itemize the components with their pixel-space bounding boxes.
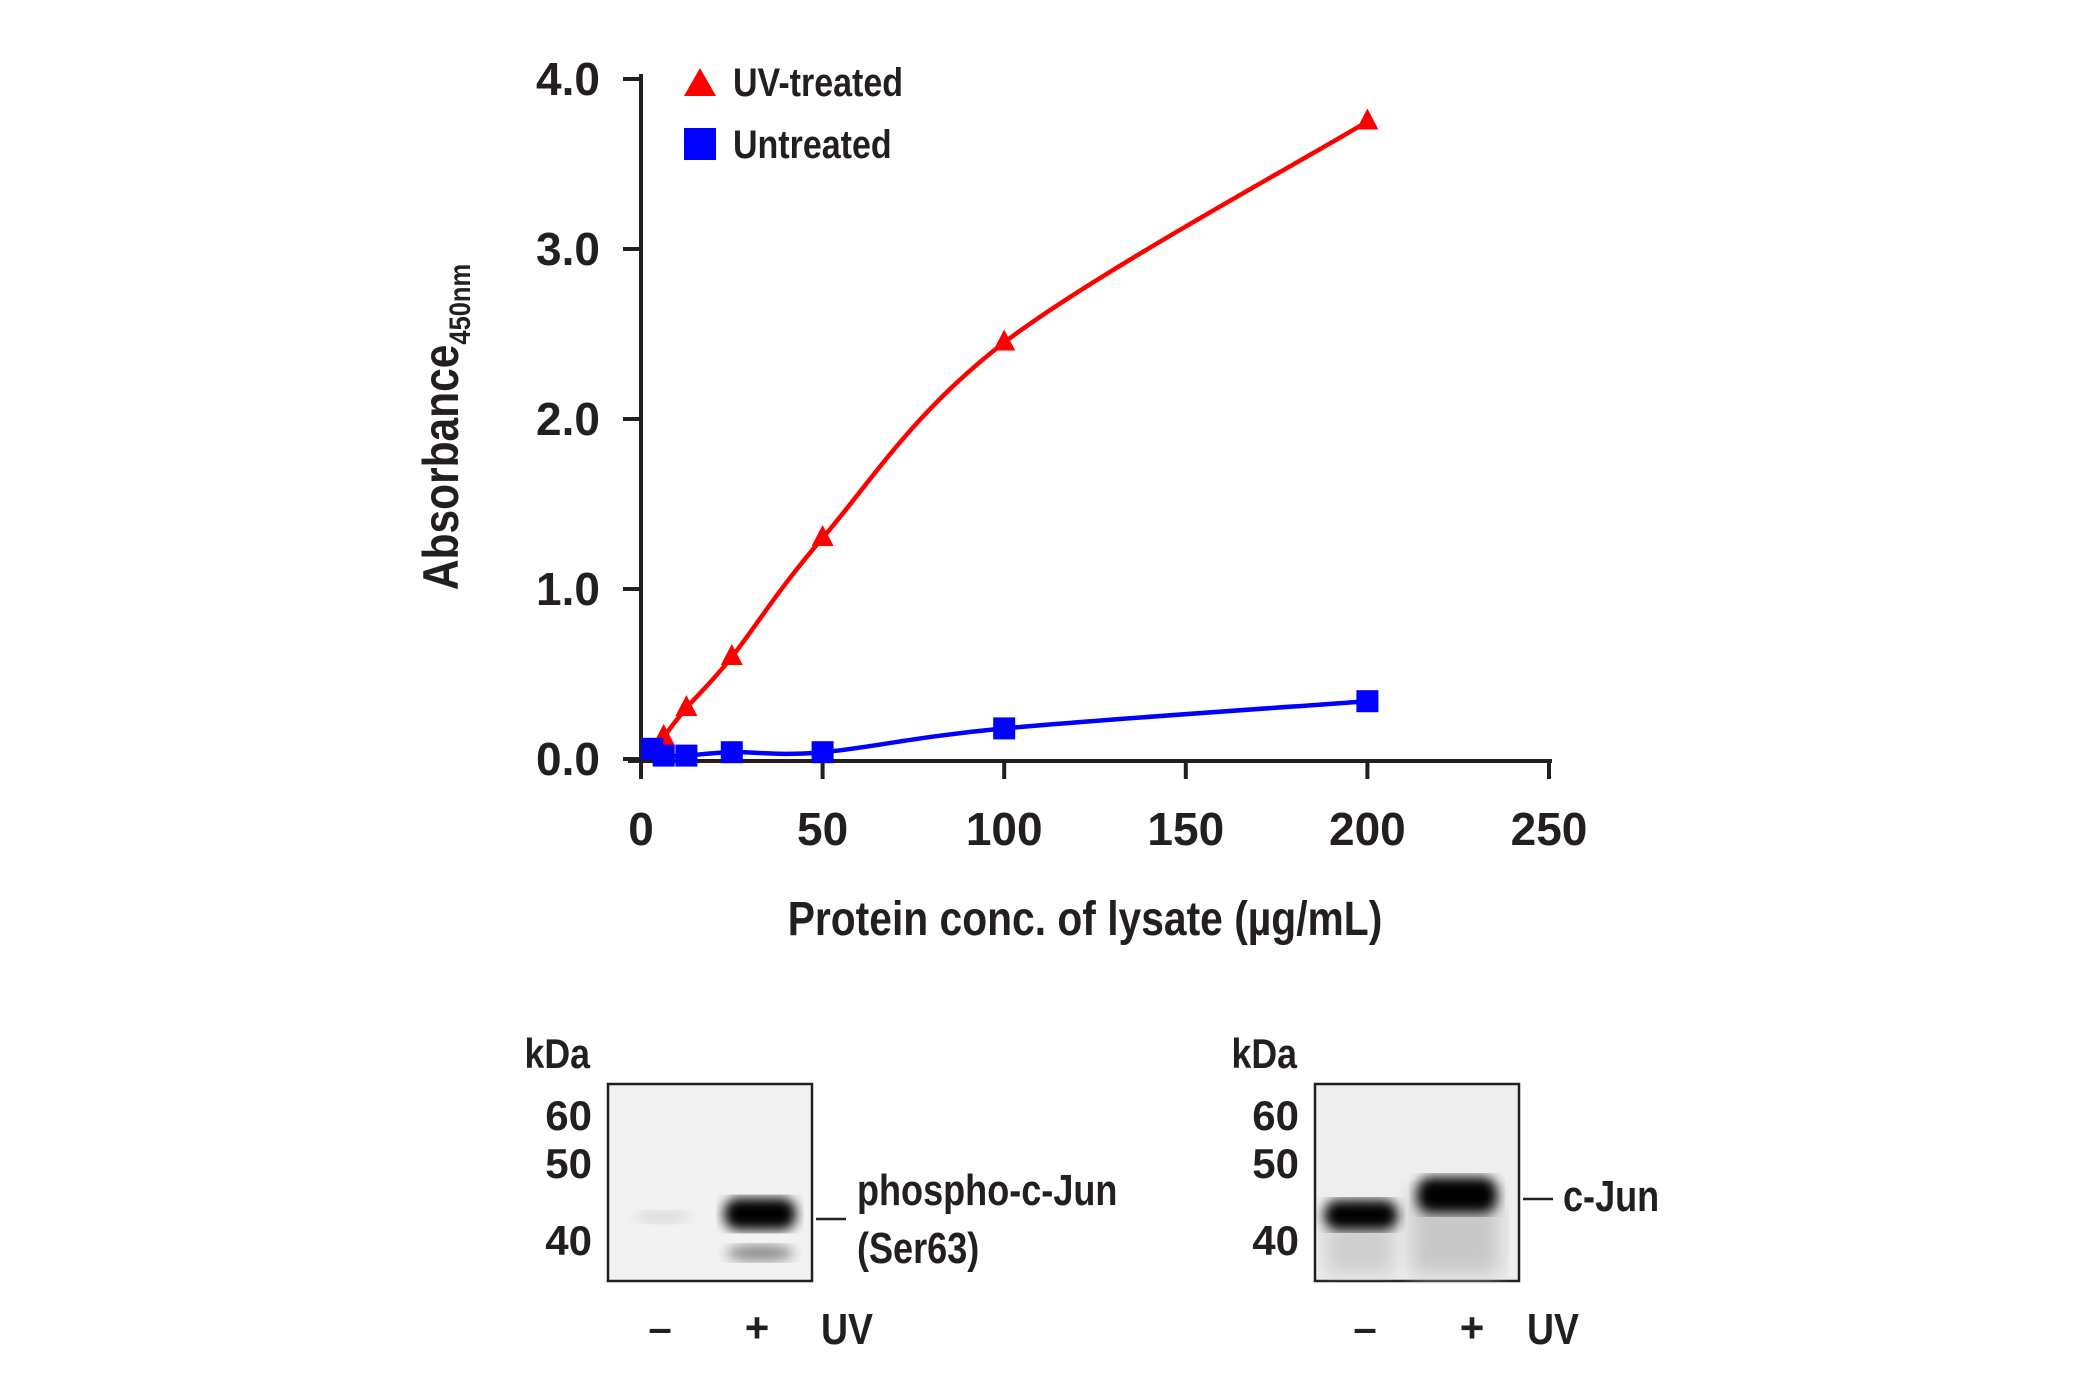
chart-axes (628, 74, 1552, 764)
data-point-square (993, 717, 1016, 740)
band-c-jun-plus (1417, 1177, 1497, 1213)
band-label-1: c-Jun (1563, 1172, 1659, 1221)
data-point-triangle (1356, 108, 1379, 130)
series-line-0 (661, 119, 1369, 739)
x-tick-label: 150 (1147, 803, 1224, 855)
data-point-square (675, 744, 698, 767)
y-tick-label: 3.0 (536, 223, 600, 275)
x-tick-label: 50 (797, 803, 848, 855)
treatment-label: UV (1527, 1304, 1579, 1354)
band-phospho (724, 1198, 796, 1230)
marker-40: 40 (545, 1217, 592, 1264)
data-point-triangle (720, 644, 743, 665)
marker-60: 60 (1252, 1092, 1299, 1139)
data-point-triangle (993, 329, 1016, 351)
legend-triangle-icon (684, 68, 716, 96)
band-faint (635, 1211, 691, 1223)
western-blot-c-jun: kDa 60 50 40 c-Jun – + UV (1232, 1031, 1660, 1353)
data-point-square (720, 741, 743, 764)
y-axis-title-main: Absorbance (413, 345, 469, 591)
lane-plus: + (745, 1304, 770, 1351)
data-point-square (811, 741, 834, 764)
band-label-1: phospho-c-Jun (857, 1166, 1117, 1215)
x-tick-label: 250 (1511, 803, 1588, 855)
lane-minus: – (648, 1304, 671, 1351)
kda-label: kDa (525, 1031, 591, 1077)
marker-60: 60 (545, 1092, 592, 1139)
y-axis-title: Absorbance450nm (413, 264, 477, 590)
marker-50: 50 (545, 1140, 592, 1187)
x-tick-label: 0 (628, 803, 654, 855)
svg-text:Absorbance450nm: Absorbance450nm (413, 264, 477, 590)
band-label-2: (Ser63) (857, 1224, 979, 1273)
western-blot-phospho-c-jun: kDa 60 50 40 phospho-c-Jun (Ser63) – + U… (525, 1031, 1118, 1353)
x-axis-title: Protein conc. of lysate (µg/mL) (788, 893, 1383, 946)
lane-minus: – (1353, 1304, 1376, 1351)
y-tick-label: 2.0 (536, 393, 600, 445)
kda-label: kDa (1232, 1031, 1298, 1077)
x-tick-label: 100 (966, 803, 1043, 855)
legend-label-uv: UV-treated (733, 59, 903, 104)
lane-plus: + (1460, 1304, 1485, 1351)
legend: UV-treated Untreated (684, 59, 903, 167)
legend-label-untreated: Untreated (733, 121, 892, 166)
x-tick-label: 200 (1329, 803, 1406, 855)
y-tick-label: 4.0 (536, 53, 600, 105)
band-lower (726, 1245, 794, 1261)
data-point-square (652, 744, 675, 767)
marker-50: 50 (1252, 1140, 1299, 1187)
data-point-square (1356, 690, 1379, 713)
marker-40: 40 (1252, 1217, 1299, 1264)
y-tick-label: 1.0 (536, 563, 600, 615)
data-point-triangle (811, 525, 834, 546)
y-axis-title-subscript: 450nm (443, 264, 476, 345)
legend-square-icon (684, 128, 716, 160)
treatment-label: UV (821, 1304, 873, 1354)
data-point-triangle (675, 695, 698, 716)
y-tick-label: 0.0 (536, 733, 600, 785)
band-c-jun-minus (1324, 1200, 1398, 1230)
